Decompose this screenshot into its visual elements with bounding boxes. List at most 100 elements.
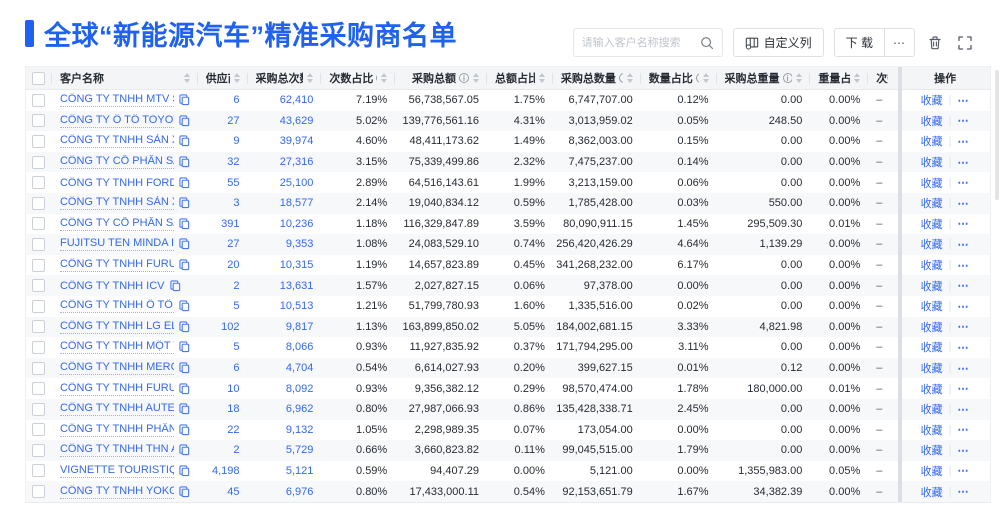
col-header-supplier[interactable]: 供应商i bbox=[198, 67, 248, 89]
download-more-button[interactable]: ⋯ bbox=[885, 28, 915, 57]
favorite-link[interactable]: 收藏 bbox=[920, 486, 943, 499]
company-name-link[interactable]: CÔNG TY TNHH YOKOWO VIỆT... bbox=[59, 485, 174, 499]
copy-icon[interactable] bbox=[178, 485, 190, 498]
row-checkbox[interactable] bbox=[32, 299, 46, 313]
row-checkbox[interactable] bbox=[32, 114, 46, 128]
cell-value-purchase_times[interactable]: 13,631 bbox=[279, 279, 314, 292]
company-name-link[interactable]: CÔNG TY TNHH FURUKAWA A... bbox=[59, 382, 174, 396]
row-more-button[interactable]: ⋯ bbox=[957, 403, 970, 416]
favorite-link[interactable]: 收藏 bbox=[920, 465, 943, 478]
row-more-button[interactable]: ⋯ bbox=[957, 362, 970, 375]
cell-value-supplier[interactable]: 55 bbox=[227, 176, 240, 189]
copy-icon[interactable] bbox=[178, 444, 190, 456]
favorite-link[interactable]: 收藏 bbox=[920, 424, 943, 437]
company-name-link[interactable]: CÔNG TY TNHH SẢN XUẤT VÀ ... bbox=[59, 134, 174, 149]
row-more-button[interactable]: ⋯ bbox=[957, 94, 970, 107]
company-name-link[interactable]: CÔNG TY CỔ PHẦN SẢN XUẤT... bbox=[59, 216, 174, 231]
cell-value-purchase_times[interactable]: 25,100 bbox=[279, 176, 314, 189]
row-more-button[interactable]: ⋯ bbox=[957, 115, 970, 128]
favorite-link[interactable]: 收藏 bbox=[920, 115, 943, 128]
copy-icon[interactable] bbox=[178, 94, 190, 106]
sort-icon[interactable] bbox=[381, 73, 388, 83]
col-header-times_ratio[interactable]: 次数占比i bbox=[321, 67, 396, 89]
cell-value-purchase_times[interactable]: 10,236 bbox=[279, 217, 314, 230]
copy-icon[interactable] bbox=[178, 465, 190, 477]
cell-value-purchase_times[interactable]: 18,577 bbox=[279, 197, 314, 210]
sort-icon[interactable] bbox=[307, 73, 314, 83]
row-checkbox[interactable] bbox=[32, 258, 46, 272]
cell-value-supplier[interactable]: 5 bbox=[233, 300, 240, 313]
row-more-button[interactable]: ⋯ bbox=[957, 465, 970, 478]
cell-value-supplier[interactable]: 102 bbox=[221, 320, 240, 333]
cell-value-supplier[interactable]: 27 bbox=[227, 238, 240, 251]
col-header-quantity_ratio[interactable]: 数量占比i bbox=[641, 67, 717, 89]
cell-value-purchase_times[interactable]: 9,817 bbox=[285, 320, 314, 333]
copy-icon[interactable] bbox=[178, 321, 190, 333]
copy-icon[interactable] bbox=[178, 383, 190, 395]
sort-icon[interactable] bbox=[233, 73, 240, 83]
company-name-link[interactable]: CÔNG TY TNHH MTV SẢN XUẤ... bbox=[59, 93, 174, 108]
sort-icon[interactable] bbox=[702, 73, 709, 83]
row-checkbox[interactable] bbox=[32, 155, 46, 169]
sort-icon[interactable] bbox=[473, 73, 480, 83]
info-icon[interactable]: i bbox=[695, 73, 699, 83]
info-icon[interactable]: i bbox=[782, 73, 793, 83]
copy-icon[interactable] bbox=[178, 341, 190, 353]
cell-value-purchase_times[interactable]: 8,092 bbox=[285, 382, 314, 395]
sort-icon[interactable] bbox=[796, 73, 803, 83]
copy-icon[interactable] bbox=[169, 280, 181, 292]
favorite-link[interactable]: 收藏 bbox=[920, 321, 943, 334]
fullscreen-button[interactable] bbox=[955, 33, 975, 53]
copy-icon[interactable] bbox=[178, 362, 190, 374]
customize-columns-button[interactable]: 自定义列 bbox=[732, 28, 824, 57]
col-header-check[interactable] bbox=[26, 67, 52, 89]
row-checkbox[interactable] bbox=[32, 217, 46, 231]
company-name-link[interactable]: CÔNG TY TNHH ICV bbox=[59, 279, 165, 292]
copy-icon[interactable] bbox=[178, 177, 190, 189]
cell-value-supplier[interactable]: 18 bbox=[227, 403, 240, 416]
favorite-link[interactable]: 收藏 bbox=[920, 404, 943, 417]
copy-icon[interactable] bbox=[178, 115, 190, 127]
info-icon[interactable]: i bbox=[459, 73, 470, 83]
row-more-button[interactable]: ⋯ bbox=[957, 197, 970, 210]
cell-value-supplier[interactable]: 22 bbox=[227, 423, 240, 436]
row-checkbox[interactable] bbox=[32, 340, 46, 354]
col-header-weight_ratio[interactable]: 重量占比i bbox=[810, 67, 869, 89]
company-name-link[interactable]: CÔNG TY TNHH FURUKAWA A... bbox=[59, 258, 174, 273]
info-icon[interactable]: i bbox=[376, 73, 378, 83]
cell-value-supplier[interactable]: 2 bbox=[233, 444, 240, 457]
company-name-link[interactable]: CÔNG TY CỔ PHẦN SẢN XUẤT... bbox=[59, 155, 174, 170]
row-checkbox[interactable] bbox=[32, 402, 46, 416]
copy-icon[interactable] bbox=[178, 238, 190, 250]
cell-value-purchase_times[interactable]: 6,976 bbox=[285, 485, 314, 498]
row-checkbox[interactable] bbox=[32, 423, 46, 437]
sort-icon[interactable] bbox=[183, 73, 190, 83]
copy-icon[interactable] bbox=[178, 300, 190, 312]
row-more-button[interactable]: ⋯ bbox=[957, 135, 970, 148]
cell-value-purchase_times[interactable]: 27,316 bbox=[279, 156, 314, 169]
favorite-link[interactable]: 收藏 bbox=[920, 280, 943, 293]
copy-icon[interactable] bbox=[178, 403, 190, 415]
delete-button[interactable] bbox=[925, 33, 945, 53]
search-input[interactable] bbox=[581, 36, 700, 49]
favorite-link[interactable]: 收藏 bbox=[920, 445, 943, 458]
sort-icon[interactable] bbox=[538, 73, 545, 83]
copy-icon[interactable] bbox=[178, 424, 190, 436]
cell-value-supplier[interactable]: 27 bbox=[227, 114, 240, 127]
cell-value-purchase_times[interactable]: 10,513 bbox=[279, 300, 314, 313]
cell-value-supplier[interactable]: 6 bbox=[233, 94, 240, 107]
row-more-button[interactable]: ⋯ bbox=[957, 177, 970, 190]
row-checkbox[interactable] bbox=[32, 93, 46, 107]
company-name-link[interactable]: CÔNG TY TNHH FORD VIỆT NAM bbox=[59, 176, 174, 189]
copy-icon[interactable] bbox=[178, 135, 190, 147]
company-name-link[interactable]: CÔNG TY TNHH MERCEDES-B... bbox=[59, 361, 174, 376]
company-name-link[interactable]: CÔNG TY TNHH AUTEL VIỆT N... bbox=[59, 402, 174, 417]
company-name-link[interactable]: FUJITSU TEN MINDA INDIA PVT... bbox=[59, 237, 174, 252]
copy-icon[interactable] bbox=[178, 156, 190, 168]
cell-value-purchase_times[interactable]: 5,729 bbox=[285, 444, 314, 457]
row-more-button[interactable]: ⋯ bbox=[957, 280, 970, 293]
row-more-button[interactable]: ⋯ bbox=[957, 156, 970, 169]
row-checkbox[interactable] bbox=[32, 279, 46, 293]
favorite-link[interactable]: 收藏 bbox=[920, 95, 943, 108]
cell-value-supplier[interactable]: 45 bbox=[227, 485, 240, 498]
